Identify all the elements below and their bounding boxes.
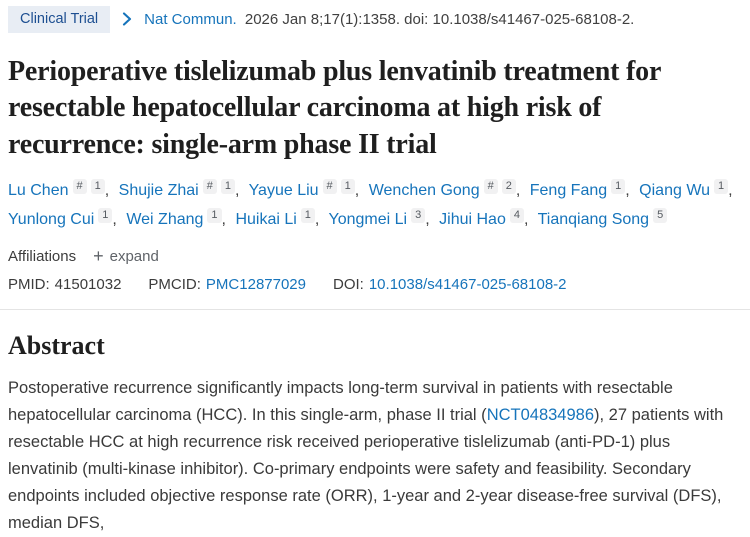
author-separator: , [314,210,320,228]
author-item: Yongmei Li 3, [328,207,430,228]
author-item: Wenchen Gong #2, [368,179,521,200]
affiliation-number-badge[interactable]: 1 [220,179,235,195]
affiliation-number-badge[interactable]: 2 [501,179,516,195]
affiliation-number-badge[interactable]: 4 [509,207,524,223]
plus-icon: + [93,246,104,267]
citation-header: Clinical Trial Nat Commun. 2026 Jan 8;17… [8,4,742,33]
affiliation-number-badge[interactable]: 1 [207,207,222,223]
author-separator: , [515,182,521,200]
pmcid-link[interactable]: PMC12877029 [205,276,306,294]
author-separator: , [354,182,360,200]
affiliation-number-badge[interactable]: 3 [411,207,426,223]
author-separator: , [234,182,240,200]
expand-affiliations-button[interactable]: + expand [93,247,159,265]
abstract-heading: Abstract [8,331,105,361]
affiliations-row: Affiliations + expand [8,247,742,265]
author-link[interactable]: Qiang Wu [639,182,711,200]
author-separator: , [728,182,733,200]
affiliation-number-badge[interactable]: 5 [653,207,668,223]
author-link[interactable]: Yayue Liu [248,182,319,200]
author-separator: , [112,210,117,228]
abstract-text-segment: Postoperative recurrence significantly i… [8,379,673,425]
author-link[interactable]: Yongmei Li [328,210,408,228]
author-link[interactable]: Huikai Li [235,210,297,228]
doi-group: DOI: 10.1038/s41467-025-68108-2 [333,276,567,293]
author-item: Wei Zhang 1, [126,207,226,228]
equal-contrib-badge[interactable]: # [322,179,337,195]
affiliation-number-badge[interactable]: 1 [90,179,105,195]
journal-citation: Nat Commun. 2026 Jan 8;17(1):1358. doi: … [144,11,634,28]
author-link[interactable]: Tianqiang Song [537,210,650,228]
chevron-right-icon[interactable] [121,12,133,26]
author-link[interactable]: Wei Zhang [126,210,204,228]
author-link[interactable]: Wenchen Gong [368,182,480,200]
pmid-group: PMID: 41501032 [8,276,121,293]
author-separator: , [523,210,529,228]
publication-type-badge: Clinical Trial [8,6,111,33]
pmid-value: 41501032 [54,276,122,294]
affiliation-number-badge[interactable]: 1 [300,207,315,223]
pmcid-group: PMCID: PMC12877029 [148,276,306,293]
affiliation-number-badge[interactable]: 1 [611,179,626,195]
author-link[interactable]: Feng Fang [529,182,608,200]
author-item: Yunlong Cui 1, [8,207,117,228]
author-separator: , [221,210,226,228]
affiliation-number-badge[interactable]: 1 [98,207,113,223]
section-divider [0,309,750,311]
citation-text: 2026 Jan 8;17(1):1358. doi: 10.1038/s414… [244,10,635,28]
author-link[interactable]: Jihui Hao [439,210,506,228]
abstract-text-segment: ), 27 patients with resectable HCC at hi… [8,406,724,533]
affiliations-label: Affiliations [8,247,77,265]
author-link[interactable]: Yunlong Cui [8,210,95,228]
doi-link[interactable]: 10.1038/s41467-025-68108-2 [368,276,567,294]
authors-list: Lu Chen #1, Shujie Zhai #1, Yayue Liu #1, W… [8,177,742,234]
author-link[interactable]: Shujie Zhai [118,182,199,200]
affiliation-number-badge[interactable]: 1 [714,179,729,195]
author-item: Yayue Liu #1, [248,179,360,200]
author-separator: , [104,182,110,200]
author-link[interactable]: Lu Chen [8,182,69,200]
doi-label: DOI: [333,276,364,294]
equal-contrib-badge[interactable]: # [202,179,217,195]
author-item: Huikai Li 1, [235,207,320,228]
author-item: Qiang Wu 1, [639,179,733,200]
author-separator: , [625,182,630,200]
equal-contrib-badge[interactable]: # [72,179,87,195]
pmid-label: PMID: [8,276,50,294]
author-item: Tianqiang Song 5 [537,207,668,228]
author-item: Lu Chen #1, [8,179,110,200]
article-title: Perioperative tislelizumab plus lenvatin… [8,55,661,161]
journal-link[interactable]: Nat Commun. [144,10,237,28]
expand-label: expand [109,247,159,265]
nct-trial-link[interactable]: NCT04834986 [486,406,595,425]
affiliation-number-badge[interactable]: 1 [340,179,355,195]
author-item: Shujie Zhai #1, [118,179,240,200]
abstract-paragraph: Postoperative recurrence significantly i… [8,375,742,537]
equal-contrib-badge[interactable]: # [483,179,498,195]
author-item: Jihui Hao 4, [439,207,529,228]
author-separator: , [425,210,430,228]
author-item: Feng Fang 1, [529,179,630,200]
pmcid-label: PMCID: [148,276,201,294]
identifiers-row: PMID: 41501032 PMCID: PMC12877029 DOI: 1… [8,276,742,293]
